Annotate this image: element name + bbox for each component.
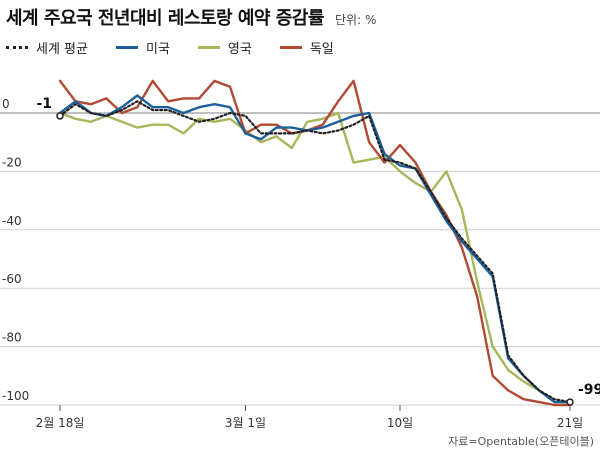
y-tick-label: -60 [2,272,22,286]
unit-label: 단위: % [335,13,377,27]
legend-item-uk: 영국 [197,38,252,57]
series-line-germany [58,79,572,407]
legend-swatch-usa [115,46,138,49]
x-tick-label: 2월 18일 [36,416,85,430]
legend-swatch-germany [279,46,302,49]
series-line-world [58,100,572,404]
y-tick-label: -40 [2,214,22,228]
y-tick-label: -20 [2,155,22,169]
chart-title-row: 세계 주요국 전년대비 레스토랑 예약 증감률 단위: % [6,4,376,30]
legend: 세계 평균 미국 영국 독일 [6,38,362,57]
x-tick-label: 3월 1일 [225,416,266,430]
series-line-usa [58,94,572,404]
legend-item-world: 세계 평균 [6,38,88,57]
legend-item-germany: 독일 [279,38,334,57]
legend-swatch-world [6,46,28,49]
legend-label-uk: 영국 [227,42,252,57]
annotation-marker [566,398,574,406]
x-tick-label: 21일 [557,416,583,430]
legend-label-world: 세계 평균 [36,42,88,57]
legend-label-germany: 독일 [309,42,334,57]
y-tick-label: -80 [2,331,22,345]
legend-swatch-uk [197,46,220,49]
annotation-label-end: -99 [578,382,600,398]
series-line-uk [58,111,572,404]
y-tick-label: 0 [2,97,10,111]
annotation-marker [56,112,64,120]
legend-label-usa: 미국 [145,42,170,57]
y-tick-label: -100 [2,389,29,403]
source-note: 자료=Opentable(오픈테이블) [448,435,594,448]
annotation-label-start: -1 [36,96,52,112]
x-tick-label: 10일 [387,416,413,430]
legend-item-usa: 미국 [115,38,170,57]
chart-title: 세계 주요국 전년대비 레스토랑 예약 증감률 [6,8,324,29]
